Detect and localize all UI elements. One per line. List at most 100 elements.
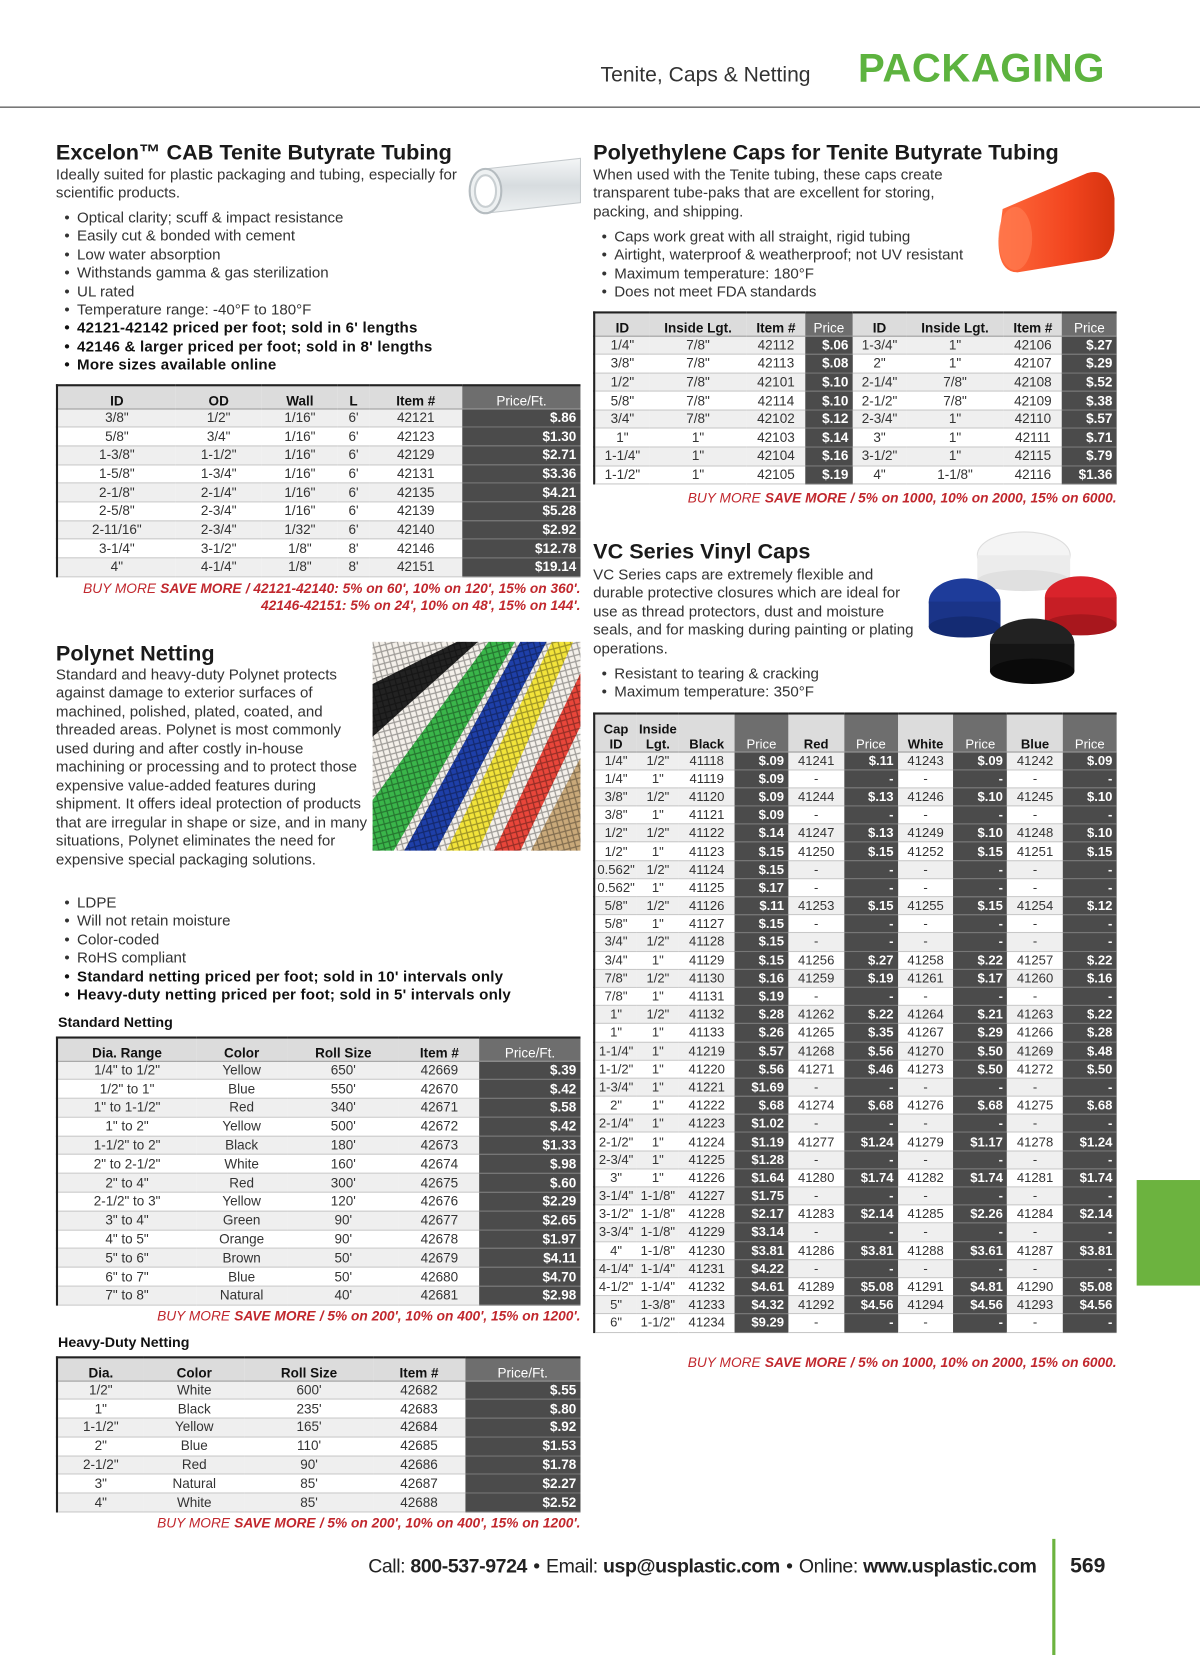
table-cell: $2.17 [734,1205,789,1224]
table-cell: 90' [287,1211,400,1231]
table-cell: $1.97 [479,1229,581,1250]
table-row: 3/8" 1/2" 1/16" 6' 42121 $.86 [56,408,581,428]
table-cell: $.10 [953,787,1008,807]
table-row: 5/8" 1" 41127 $.15- - - - - - [594,914,1117,934]
table-cell: 41286 [788,1241,845,1260]
table-cell: 1-1/8" [636,1223,679,1242]
table-cell: 41248 [1007,824,1063,843]
table-cell: 41250 [788,842,845,861]
table-cell: $.35 [844,1023,898,1043]
table-cell: 1" [906,354,1004,374]
table-cell: $1.28 [734,1150,789,1170]
table-cell: 41125 [678,878,735,898]
table-row: 4" 1-1/8" 41230 $3.81 41286 $3.81 41288 $3.61 41… [594,1241,1117,1260]
table-cell: - [1007,1150,1063,1170]
table-cell: 42107 [1003,354,1063,374]
table-cell: $1.69 [734,1078,789,1097]
table-cell: 41260 [1007,969,1063,988]
table-cell: 1" [906,409,1004,430]
table-cell: $.06 [805,335,853,355]
table-cell: - [788,1186,845,1206]
table-cell: - [844,914,898,934]
table-cell: Yellow [196,1192,288,1212]
table-cell: 42123 [369,427,463,447]
note-emphasis: SAVE MORE [764,1354,847,1371]
table-cell: $1.36 [1062,465,1117,485]
table-cell: $2.52 [464,1493,581,1513]
bullet: UL rated [56,284,433,303]
table-cell: - [788,1150,845,1170]
table-cell: 1" [649,465,747,485]
table-cell: 41293 [1007,1295,1063,1315]
table-row: 1-1/2" to 2" Black 180' 42673 $1.33 [56,1135,581,1156]
data-table: ID OD Wall L Item # Price/Ft. 3/8" 1/2" 1/16" 6' 4… [55,384,581,578]
bullet-list: Optical clarity; scuff & impact resistan… [56,210,433,376]
table-cell: 1/2" [636,787,679,807]
table-cell: 1-1/4" [636,1277,679,1297]
section-description: Standard and heavy-duty Polynet protects… [55,667,368,869]
table-cell: $1.74 [953,1168,1008,1188]
table-cell: $.21 [953,1005,1008,1025]
table-cell: $.22 [1062,1005,1117,1025]
table-row: 1" 1" 42103 $.14 3" 1" 42111 $.71 [594,428,1117,448]
footer-phone: 800-537-9724 [410,1554,527,1577]
table-cell: Yellow [143,1418,245,1438]
table-cell: 3/4" [594,932,637,952]
table-cell: - [953,1150,1008,1170]
table-cell: 42106 [1003,335,1063,355]
table-cell: Yellow [196,1060,288,1081]
table-cell: 1/2" [636,932,679,952]
table-row: 1/2" 7/8" 42101 $.10 2-1/4" 7/8" 42108 $.52 [594,372,1117,392]
table-cell: $1.74 [1062,1168,1117,1188]
bullet: Maximum temperature: 180°F [593,266,963,285]
table-cell: 41123 [678,842,735,861]
table-cell: 41251 [1007,842,1063,861]
table-cell: $.68 [844,1096,898,1115]
table-cell: 42116 [1003,465,1063,485]
table-cell: 42681 [399,1286,480,1306]
table-cell: - [844,805,898,825]
column-header: Dia. [56,1357,144,1382]
table-cell: $.15 [953,896,1008,916]
table-cell: $.15 [734,860,789,880]
table-cell: $12.78 [462,539,581,559]
table-cell: White [143,1380,245,1400]
footer-contact: Call: 800-537-9724 • Email: usp@usplastic.co… [368,1554,1037,1578]
table-cell: - [844,1150,898,1170]
table-cell: 42135 [369,483,463,503]
table-cell: $.58 [479,1098,581,1118]
bullet-bold: More sizes available online [56,357,433,376]
table-cell: 41280 [788,1168,845,1188]
bullet: Resistant to tearing & cracking [593,666,819,685]
note-emphasis: SAVE MORE [234,1514,316,1531]
table-row: 1/4" to 1/2" Yellow 650' 42669 $.39 [56,1060,581,1081]
table-cell: $.46 [844,1059,898,1079]
table-cell: 1-3/4" [175,464,262,484]
table-cell: 41234 [678,1313,735,1333]
table-row: 7/8" 1" 41131 $.19- - - - - - [594,987,1117,1007]
table-cell: 41133 [678,1023,735,1043]
table-cell: 1" [636,769,679,789]
table-cell: 42102 [746,409,806,430]
table-cell: 2-3/4" [594,1150,637,1170]
table-cell: $5.08 [844,1277,898,1297]
bullet-list: Caps work great with all straight, rigid… [593,229,964,303]
table-cell: 41279 [897,1132,954,1152]
table-cell: 2-11/16" [56,520,176,540]
table-row: 1/2" 1" 41123 $.15 41250 $.15 41252 $.15 41251 $.… [594,842,1117,861]
footer-divider [1052,1538,1056,1655]
table-cell: 41228 [678,1205,735,1224]
table-cell: $.22 [953,951,1008,970]
table-cell: $.15 [1062,842,1117,861]
table-cell: $.29 [953,1023,1008,1043]
table-cell: 600' [244,1380,374,1400]
column-header: Item # [399,1037,480,1062]
table-cell: 5/8" [594,896,637,916]
table-cell: - [897,1078,954,1097]
table-cell: 42139 [369,501,463,522]
table-cell: 42684 [373,1418,465,1438]
note-terms: / 42121-42140: 5% on 60', 10% on 120', 1… [245,580,581,597]
table-cell: 3-1/2" [594,1205,637,1224]
section-name: Tenite, Caps & Netting [600,63,811,87]
